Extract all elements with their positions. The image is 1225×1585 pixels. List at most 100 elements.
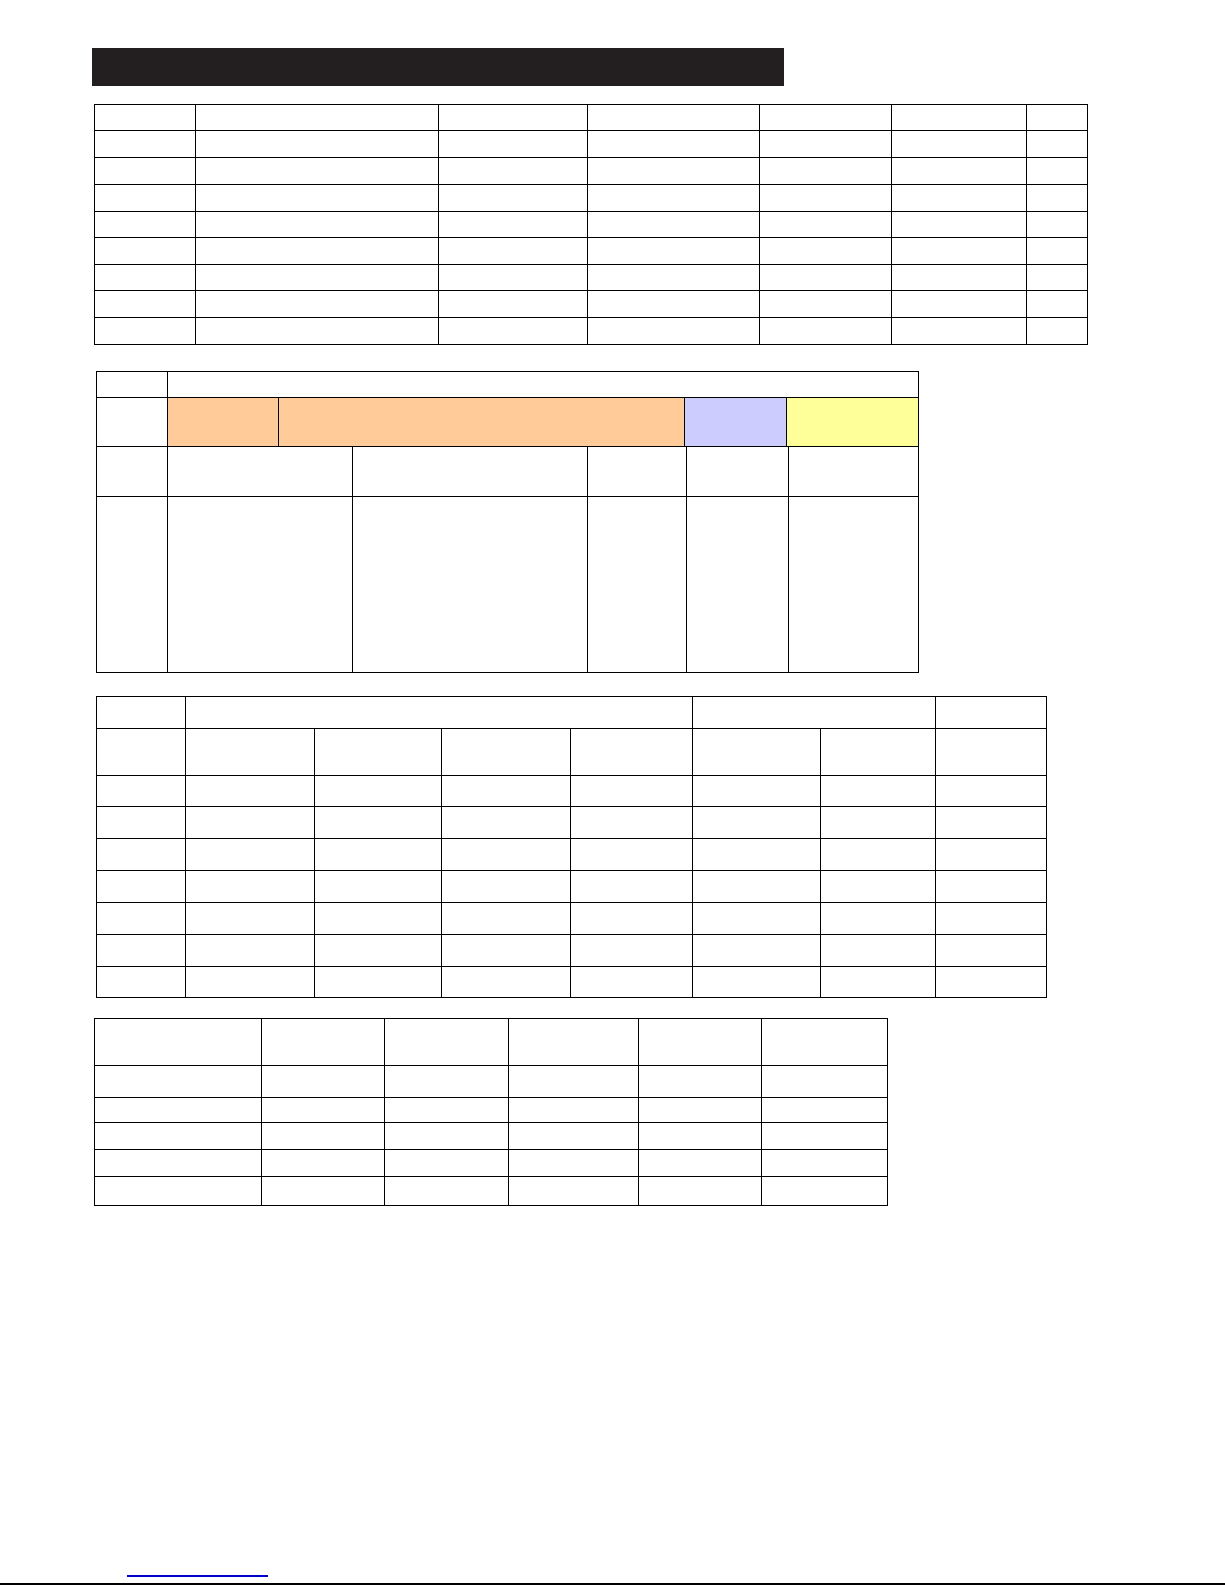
table-3-cell <box>96 728 186 776</box>
table-1-cell <box>1026 184 1088 212</box>
table-3-cell <box>570 870 693 903</box>
table-1-cell <box>759 264 892 291</box>
table-1-cell <box>94 264 196 291</box>
table-3-cell <box>96 966 186 998</box>
table-1-cell <box>438 157 588 185</box>
table-4-cell <box>94 1176 262 1206</box>
table-1-cell <box>587 157 760 185</box>
table-1-cell <box>195 130 439 158</box>
table-3-cell <box>692 775 821 807</box>
table-2-cell <box>788 496 919 673</box>
table-1-cell <box>94 317 196 345</box>
table-1-cell <box>438 264 588 291</box>
table-2-cell <box>686 496 789 673</box>
table-2-cell <box>788 446 919 497</box>
table-2-cell <box>587 496 687 673</box>
table-4-cell <box>94 1149 262 1177</box>
table-2-cell <box>587 446 687 497</box>
table-1-cell <box>587 237 760 265</box>
table-1-cell <box>891 104 1027 131</box>
table-4-cell <box>761 1122 888 1150</box>
table-2-cell <box>96 397 168 447</box>
table-4-cell <box>94 1065 262 1098</box>
table-3-cell <box>441 902 571 935</box>
table-1-cell <box>94 211 196 238</box>
table-3-cell <box>935 775 1047 807</box>
table-1-cell <box>438 130 588 158</box>
table-4-cell <box>761 1018 888 1066</box>
table-4-cell <box>638 1018 762 1066</box>
table-4-cell <box>94 1122 262 1150</box>
table-4-cell <box>508 1018 639 1066</box>
table-3-cell <box>820 902 936 935</box>
table-4-cell <box>508 1065 639 1098</box>
table-4-cell <box>638 1122 762 1150</box>
table-3-cell <box>692 966 821 998</box>
table-3-cell <box>820 728 936 776</box>
table-1-cell <box>438 104 588 131</box>
table-4-cell <box>384 1065 509 1098</box>
table-3-cell <box>692 870 821 903</box>
table-1-cell <box>94 104 196 131</box>
table-4-cell <box>638 1176 762 1206</box>
table-3-cell <box>935 934 1047 967</box>
table-4-cell <box>638 1065 762 1098</box>
table-1-cell <box>195 264 439 291</box>
table-1-cell <box>1026 211 1088 238</box>
table-1-cell <box>891 290 1027 318</box>
table-3-cell <box>692 696 936 729</box>
table-1-cell <box>1026 104 1088 131</box>
footer-rule <box>0 1583 1225 1585</box>
table-3-cell <box>692 728 821 776</box>
table-1-cell <box>1026 317 1088 345</box>
table-2-cell <box>786 397 919 447</box>
table-1-cell <box>94 184 196 212</box>
table-3-cell <box>570 966 693 998</box>
table-1-cell <box>1026 237 1088 265</box>
table-3-cell <box>314 838 442 871</box>
table-3-cell <box>570 838 693 871</box>
table-1-cell <box>195 104 439 131</box>
table-3-cell <box>935 696 1047 729</box>
header-bar <box>92 48 784 86</box>
table-2-cell <box>96 496 168 673</box>
table-3-cell <box>185 838 315 871</box>
table-1-cell <box>195 157 439 185</box>
table-3-cell <box>314 806 442 839</box>
table-1-cell <box>759 237 892 265</box>
table-3-cell <box>692 838 821 871</box>
table-1-cell <box>759 104 892 131</box>
table-3-cell <box>935 838 1047 871</box>
footer-link-underline[interactable] <box>127 1575 268 1577</box>
table-4-cell <box>261 1065 385 1098</box>
table-3-cell <box>820 870 936 903</box>
table-1-cell <box>94 290 196 318</box>
table-1-cell <box>759 130 892 158</box>
table-3-cell <box>314 775 442 807</box>
table-3-cell <box>692 806 821 839</box>
table-3-cell <box>314 966 442 998</box>
table-3-cell <box>314 934 442 967</box>
table-1-cell <box>94 237 196 265</box>
table-3-cell <box>441 806 571 839</box>
table-1-cell <box>587 290 760 318</box>
table-3-cell <box>185 728 315 776</box>
table-4-cell <box>261 1018 385 1066</box>
table-3-cell <box>570 934 693 967</box>
table-4-cell <box>94 1018 262 1066</box>
table-1-cell <box>438 317 588 345</box>
table-4-cell <box>384 1176 509 1206</box>
table-2-cell <box>96 371 168 398</box>
table-3-cell <box>570 806 693 839</box>
table-1-cell <box>587 130 760 158</box>
table-3-cell <box>570 728 693 776</box>
table-2-cell <box>167 446 353 497</box>
table-3-cell <box>185 902 315 935</box>
table-1-cell <box>94 130 196 158</box>
table-3-cell <box>820 966 936 998</box>
table-3-cell <box>935 966 1047 998</box>
table-1-cell <box>891 184 1027 212</box>
table-4-cell <box>508 1149 639 1177</box>
table-4-cell <box>261 1097 385 1123</box>
table-3-cell <box>441 838 571 871</box>
